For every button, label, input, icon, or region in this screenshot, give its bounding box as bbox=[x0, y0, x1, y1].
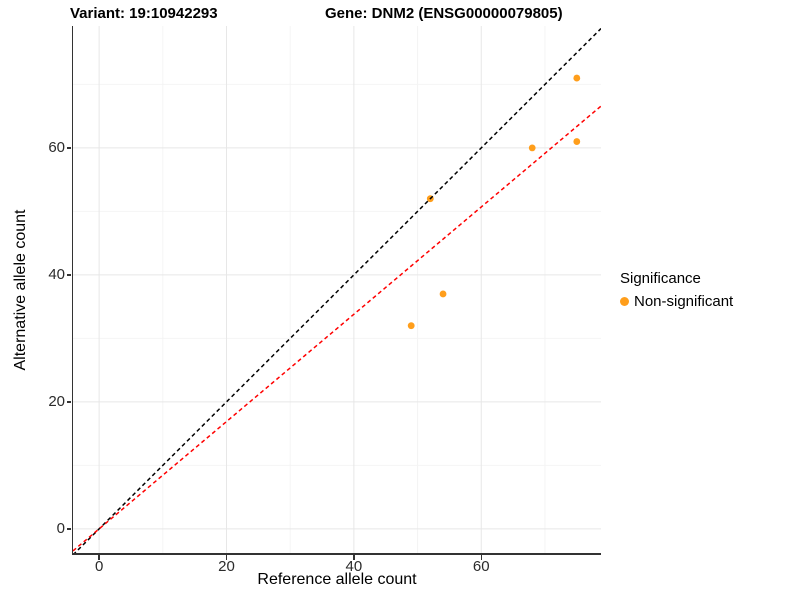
legend-item-non-significant: Non-significant bbox=[620, 293, 733, 310]
y-tick-mark bbox=[66, 401, 71, 403]
data-point bbox=[407, 322, 415, 330]
x-axis-title: Reference allele count bbox=[257, 571, 417, 588]
variant-title: Variant: 19:10942293 bbox=[70, 5, 218, 22]
data-point bbox=[439, 290, 447, 298]
x-tick-label: 60 bbox=[472, 558, 490, 575]
y-tick-label: 20 bbox=[48, 392, 65, 410]
x-tick-mark bbox=[480, 555, 482, 560]
data-point bbox=[528, 144, 536, 152]
legend: Significance Non-significant bbox=[620, 270, 733, 310]
x-tick-mark bbox=[98, 555, 100, 560]
plot-panel bbox=[73, 26, 601, 553]
y-tick-mark bbox=[66, 147, 71, 149]
data-point bbox=[573, 74, 581, 82]
y-tick-label: 0 bbox=[56, 519, 65, 537]
legend-title: Significance bbox=[620, 270, 701, 287]
x-tick-mark bbox=[225, 555, 228, 560]
expected-ratio-line bbox=[73, 105, 601, 552]
y-axis-line bbox=[71, 26, 74, 555]
x-tick-mark bbox=[353, 555, 355, 560]
gene-title: Gene: DNM2 (ENSG00000079805) bbox=[325, 5, 563, 22]
x-tick-label: 20 bbox=[218, 558, 235, 575]
data-point bbox=[573, 138, 581, 145]
y-tick-label: 40 bbox=[48, 265, 65, 283]
x-tick-label: 40 bbox=[345, 558, 363, 575]
legend-item-label: Non-significant bbox=[634, 293, 734, 310]
y-axis-title: Alternative allele count bbox=[12, 209, 29, 371]
y-tick-label: 60 bbox=[48, 138, 65, 156]
y-tick-mark bbox=[66, 528, 71, 530]
x-tick-label: 0 bbox=[94, 558, 104, 575]
legend-point-swatch-icon bbox=[620, 297, 629, 306]
identity-line bbox=[73, 28, 601, 553]
y-tick-mark bbox=[66, 274, 71, 276]
plot-area-svg bbox=[73, 26, 601, 553]
x-axis-line bbox=[71, 553, 601, 555]
